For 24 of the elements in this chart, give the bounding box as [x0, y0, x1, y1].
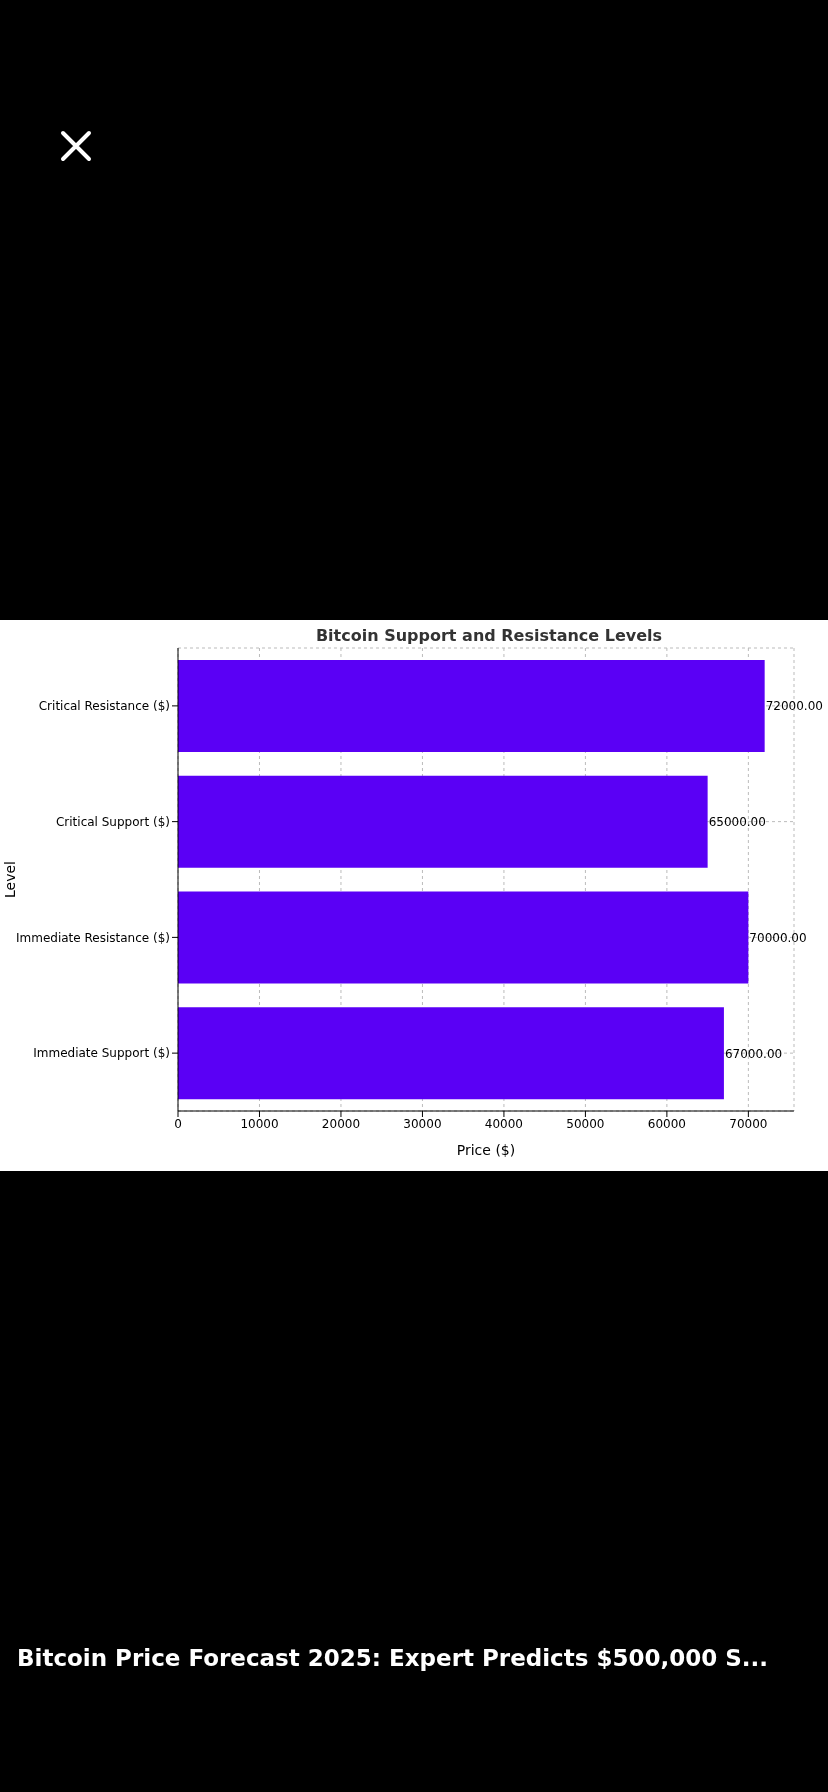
bar	[178, 775, 708, 868]
text: Bitcoin Price Forecast 2025: Expert Predicts $500,000 S...	[17, 1645, 769, 1671]
bar	[178, 660, 765, 752]
y-tick-label: Critical Resistance ($)	[38, 699, 170, 714]
x-tick-label: 30000	[403, 1116, 442, 1131]
y-tick-label: Immediate Support ($)	[33, 1046, 170, 1061]
x-tick-label: 40000	[484, 1116, 524, 1131]
bar	[178, 891, 749, 984]
data-label: 72000.00	[765, 699, 823, 714]
x-tick-label: 60000	[647, 1116, 686, 1131]
chart-title: Bitcoin Support and Resistance Levels	[314, 626, 664, 645]
x-tick-label: 50000	[566, 1116, 605, 1131]
data-label: 70000.00	[749, 930, 807, 945]
data-label: 67000.00	[724, 1046, 783, 1061]
data-label: 65000.00	[708, 815, 766, 830]
y-tick-label: Critical Support ($)	[55, 814, 170, 829]
y-tick-label: Immediate Resistance ($)	[16, 930, 170, 945]
x-tick-label: 70000	[729, 1116, 768, 1131]
bar	[178, 1007, 724, 1100]
x-tick-label: 0	[174, 1116, 182, 1131]
x-tick-label: 20000	[321, 1116, 361, 1131]
x-tick-label: 10000	[240, 1116, 279, 1131]
x-axis-title: Price ($)	[456, 1142, 516, 1158]
y-axis-title: Level	[1, 861, 18, 898]
